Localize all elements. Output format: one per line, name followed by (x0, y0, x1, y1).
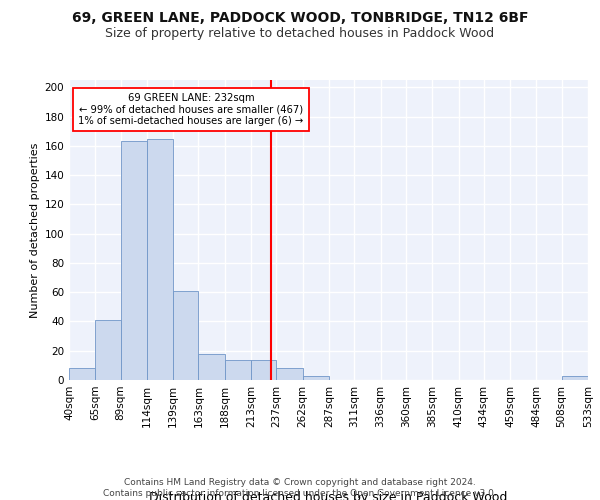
Bar (277, 368, 303, 380)
Bar (251, 360, 277, 380)
Bar (173, 290, 199, 380)
X-axis label: Distribution of detached houses by size in Paddock Wood: Distribution of detached houses by size … (149, 491, 508, 500)
Bar (69, 368, 95, 380)
Bar (562, 376, 588, 380)
Bar (225, 360, 251, 380)
Text: Contains HM Land Registry data © Crown copyright and database right 2024.
Contai: Contains HM Land Registry data © Crown c… (103, 478, 497, 498)
Bar (147, 138, 173, 380)
Text: Size of property relative to detached houses in Paddock Wood: Size of property relative to detached ho… (106, 28, 494, 40)
Bar (303, 376, 329, 380)
Y-axis label: Number of detached properties: Number of detached properties (30, 142, 40, 318)
Bar (121, 142, 147, 380)
Bar (199, 354, 225, 380)
Text: 69, GREEN LANE, PADDOCK WOOD, TONBRIDGE, TN12 6BF: 69, GREEN LANE, PADDOCK WOOD, TONBRIDGE,… (72, 11, 528, 25)
Bar (95, 320, 121, 380)
Text: 69 GREEN LANE: 232sqm
← 99% of detached houses are smaller (467)
1% of semi-deta: 69 GREEN LANE: 232sqm ← 99% of detached … (79, 93, 304, 126)
